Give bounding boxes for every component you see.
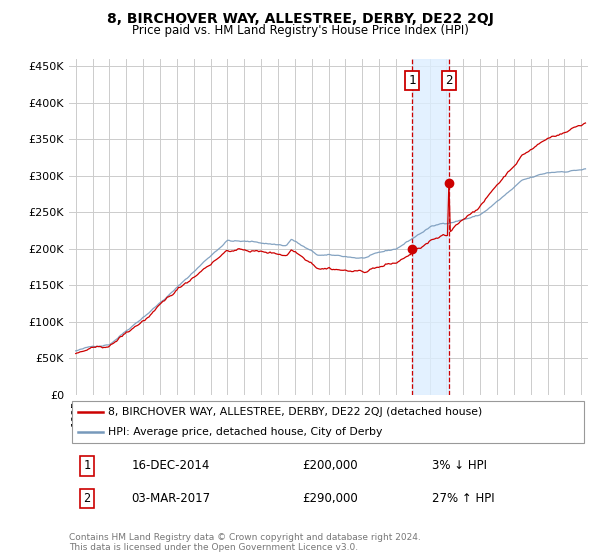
- Text: Price paid vs. HM Land Registry's House Price Index (HPI): Price paid vs. HM Land Registry's House …: [131, 24, 469, 36]
- Text: 1: 1: [83, 459, 91, 473]
- Text: 3% ↓ HPI: 3% ↓ HPI: [432, 459, 487, 473]
- Text: 2: 2: [83, 492, 91, 505]
- Text: 03-MAR-2017: 03-MAR-2017: [131, 492, 211, 505]
- Text: This data is licensed under the Open Government Licence v3.0.: This data is licensed under the Open Gov…: [69, 543, 358, 552]
- Text: £200,000: £200,000: [302, 459, 358, 473]
- Text: 1: 1: [409, 74, 416, 87]
- FancyBboxPatch shape: [71, 401, 584, 444]
- Text: 16-DEC-2014: 16-DEC-2014: [131, 459, 209, 473]
- Text: 8, BIRCHOVER WAY, ALLESTREE, DERBY, DE22 2QJ (detached house): 8, BIRCHOVER WAY, ALLESTREE, DERBY, DE22…: [108, 407, 482, 417]
- Text: 27% ↑ HPI: 27% ↑ HPI: [432, 492, 495, 505]
- Text: 8, BIRCHOVER WAY, ALLESTREE, DERBY, DE22 2QJ: 8, BIRCHOVER WAY, ALLESTREE, DERBY, DE22…: [107, 12, 493, 26]
- Bar: [412, 59, 449, 395]
- Text: HPI: Average price, detached house, City of Derby: HPI: Average price, detached house, City…: [108, 427, 382, 437]
- Text: 2: 2: [446, 74, 453, 87]
- Text: £290,000: £290,000: [302, 492, 358, 505]
- Text: Contains HM Land Registry data © Crown copyright and database right 2024.: Contains HM Land Registry data © Crown c…: [69, 533, 421, 542]
